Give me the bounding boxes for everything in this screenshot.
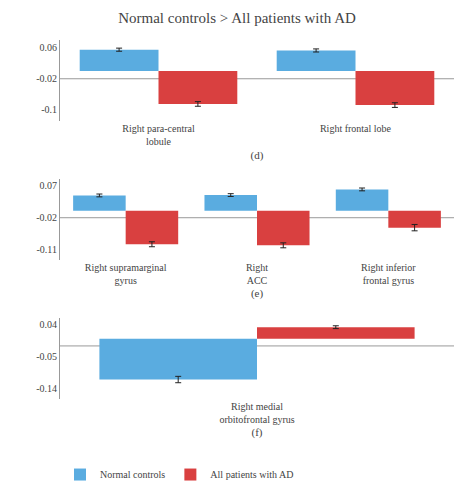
- svg-text:Normal controls > All patients: Normal controls > All patients with AD: [118, 10, 356, 26]
- svg-text:0.06: 0.06: [40, 42, 58, 53]
- svg-text:0.07: 0.07: [40, 180, 58, 191]
- svg-text:Right medialorbitofrontal gyru: Right medialorbitofrontal gyrus: [219, 401, 294, 425]
- svg-text:(e): (e): [251, 287, 264, 300]
- svg-text:Right supramarginalgyrus: Right supramarginalgyrus: [85, 262, 167, 286]
- svg-text:-0.02: -0.02: [36, 212, 57, 223]
- svg-text:-0.14: -0.14: [36, 383, 57, 394]
- svg-text:Right para-centrallobule: Right para-centrallobule: [122, 123, 195, 147]
- svg-text:0.04: 0.04: [40, 319, 58, 330]
- svg-text:-0.02: -0.02: [36, 73, 57, 84]
- svg-text:-0.11: -0.11: [37, 244, 57, 255]
- svg-text:RightACC: RightACC: [246, 262, 268, 286]
- svg-text:All patients with AD: All patients with AD: [210, 469, 293, 480]
- svg-text:-0.05: -0.05: [36, 351, 57, 362]
- svg-text:Normal controls: Normal controls: [100, 469, 165, 480]
- svg-text:(f): (f): [252, 426, 263, 439]
- svg-text:-0.1: -0.1: [41, 104, 57, 115]
- svg-text:(d): (d): [251, 149, 264, 162]
- svg-text:Right inferiorfrontal gyrus: Right inferiorfrontal gyrus: [361, 262, 416, 286]
- svg-text:Right frontal lobe: Right frontal lobe: [320, 123, 392, 134]
